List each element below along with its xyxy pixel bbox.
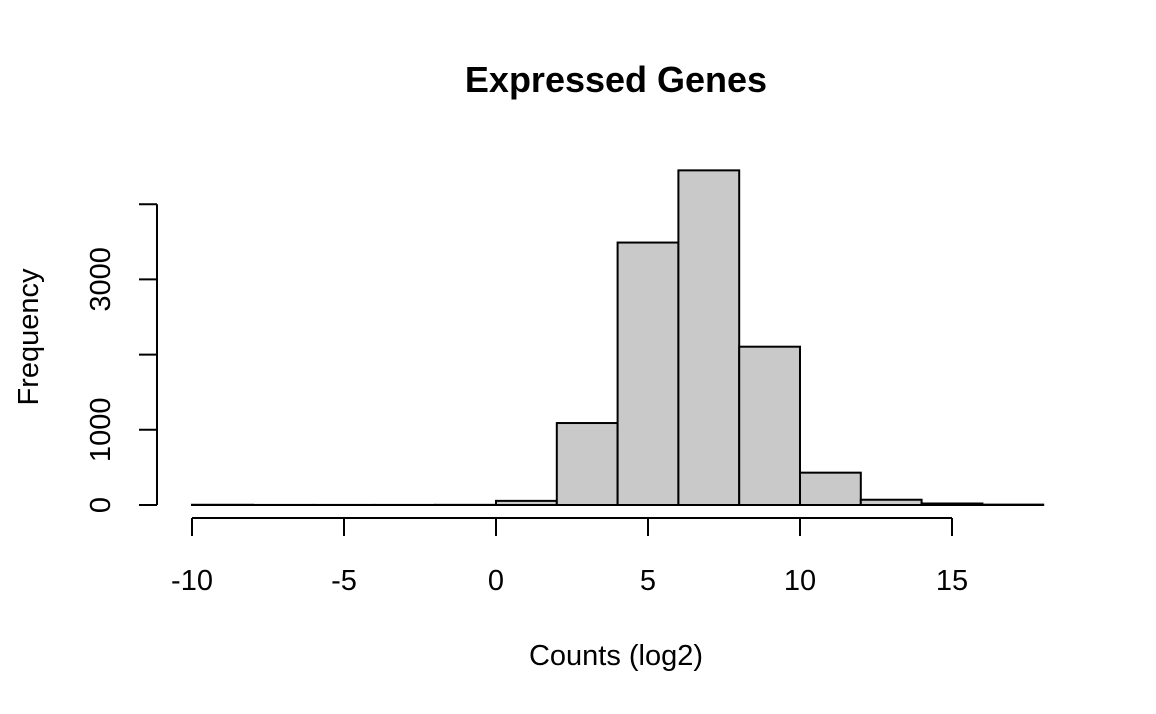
histogram-bar [677,169,741,507]
y-tick-label: 1000 [85,398,117,463]
histogram-bar [555,422,619,507]
x-tick-label: -10 [171,565,213,597]
histogram-bar [616,241,680,506]
x-tick-label: 0 [488,565,504,597]
x-tick-label: 10 [784,565,816,597]
x-tick-label: 5 [640,565,656,597]
chart-title: Expressed Genes [465,59,767,100]
y-axis: 0 1000 3000 [85,203,158,513]
x-tick-label: 15 [936,565,968,597]
histogram-bar [920,502,984,507]
histogram-bar [738,345,802,507]
histogram-bar [495,499,558,507]
y-tick-label: 3000 [85,247,117,312]
histogram-bar [859,498,923,506]
y-axis-label: Frequency [13,268,45,406]
histogram-bar [799,471,862,506]
x-axis: -10 -5 0 5 10 15 [171,517,968,597]
y-tick-label: 0 [85,497,117,513]
x-axis-label: Counts (log2) [529,640,703,672]
bars-group [191,169,1045,507]
x-tick-label: -5 [331,565,357,597]
